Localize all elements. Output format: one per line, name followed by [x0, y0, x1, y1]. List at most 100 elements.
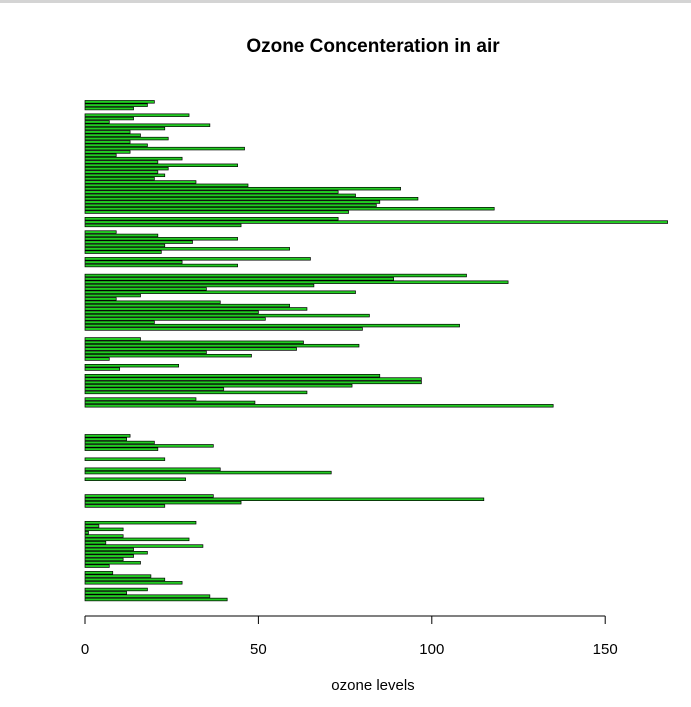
- bar: [84, 561, 141, 565]
- bar: [84, 494, 214, 498]
- x-tick-label: 150: [593, 641, 618, 658]
- x-tick-label: 50: [250, 641, 267, 658]
- bar: [84, 591, 127, 595]
- bar: [84, 247, 290, 251]
- bar: [84, 240, 193, 244]
- bar: [84, 263, 238, 268]
- bar: [84, 350, 207, 355]
- chart-title: Ozone Concenteration in air: [246, 36, 500, 57]
- bar: [84, 166, 169, 171]
- bar: [84, 320, 155, 324]
- x-tick-label: 100: [419, 641, 444, 658]
- bar: [84, 564, 110, 568]
- bar: [84, 340, 304, 345]
- bar: [84, 470, 332, 475]
- bar: [84, 597, 228, 602]
- bar: [84, 434, 131, 438]
- bar: [84, 574, 152, 578]
- bar: [84, 297, 117, 301]
- bar: [84, 537, 190, 542]
- bar: [84, 587, 148, 592]
- bar: [84, 367, 121, 371]
- bar: [84, 313, 370, 318]
- bar: [84, 307, 308, 311]
- bar: [84, 200, 381, 204]
- bar: [84, 520, 197, 525]
- bar: [84, 170, 159, 174]
- bar: [84, 136, 169, 141]
- bar: [84, 387, 225, 391]
- bar: [84, 146, 245, 151]
- bar: [84, 283, 315, 288]
- x-axis: 0 50 100 150: [81, 615, 618, 658]
- bar: [84, 150, 131, 154]
- bar: [84, 541, 107, 545]
- bar: [84, 143, 148, 147]
- bar: [84, 160, 159, 164]
- bar: [84, 186, 401, 191]
- bar: [84, 193, 356, 198]
- bar: [84, 277, 394, 281]
- bar: [84, 310, 259, 314]
- bar: [84, 323, 460, 328]
- bar: [84, 273, 467, 278]
- bar: [84, 290, 356, 294]
- bar: [84, 163, 238, 167]
- bar: [84, 153, 117, 157]
- bar: [84, 116, 134, 121]
- bar: [84, 397, 197, 401]
- bar: [84, 130, 131, 134]
- bar: [84, 100, 155, 104]
- bar: [84, 347, 297, 351]
- bar: [84, 380, 422, 385]
- bar: [84, 554, 134, 558]
- bar: [84, 113, 190, 117]
- bar: [84, 156, 183, 161]
- bar: [84, 457, 166, 461]
- bar: [84, 594, 211, 598]
- bar: [84, 357, 110, 361]
- bar: [84, 133, 141, 137]
- x-ticks: 0 50 100 150: [81, 616, 618, 658]
- bar: [84, 337, 141, 341]
- bar: [84, 384, 353, 388]
- bar: [84, 327, 363, 331]
- bar: [84, 126, 166, 131]
- bar: [84, 223, 242, 228]
- bar: [84, 280, 509, 284]
- bar: [84, 557, 124, 562]
- bar: [84, 404, 554, 408]
- bar: [84, 577, 166, 582]
- bar: [84, 103, 148, 107]
- bar: [84, 547, 134, 552]
- bar: [84, 504, 166, 508]
- bar: [84, 534, 124, 538]
- bar: [84, 343, 360, 348]
- bar: [84, 173, 166, 178]
- bar: [84, 377, 422, 381]
- bar: [84, 106, 134, 111]
- bar: [84, 477, 186, 481]
- bar: [84, 444, 214, 448]
- bar: [84, 260, 183, 264]
- bar: [84, 120, 110, 124]
- bar: [84, 293, 141, 298]
- bar: [84, 210, 349, 214]
- bar: [84, 390, 308, 395]
- bar: [84, 447, 159, 451]
- bar: [84, 437, 127, 441]
- bar: [84, 287, 207, 291]
- bar: [84, 197, 419, 201]
- bar: [84, 176, 155, 181]
- bar: [84, 190, 339, 194]
- bar: [84, 364, 179, 368]
- bar: [84, 183, 249, 188]
- x-axis-label: ozone levels: [331, 677, 414, 694]
- bar: [84, 217, 339, 221]
- bar: [84, 203, 377, 208]
- bar: [84, 250, 162, 254]
- bar: [84, 303, 290, 308]
- bar: [84, 497, 485, 502]
- bar: [84, 527, 124, 532]
